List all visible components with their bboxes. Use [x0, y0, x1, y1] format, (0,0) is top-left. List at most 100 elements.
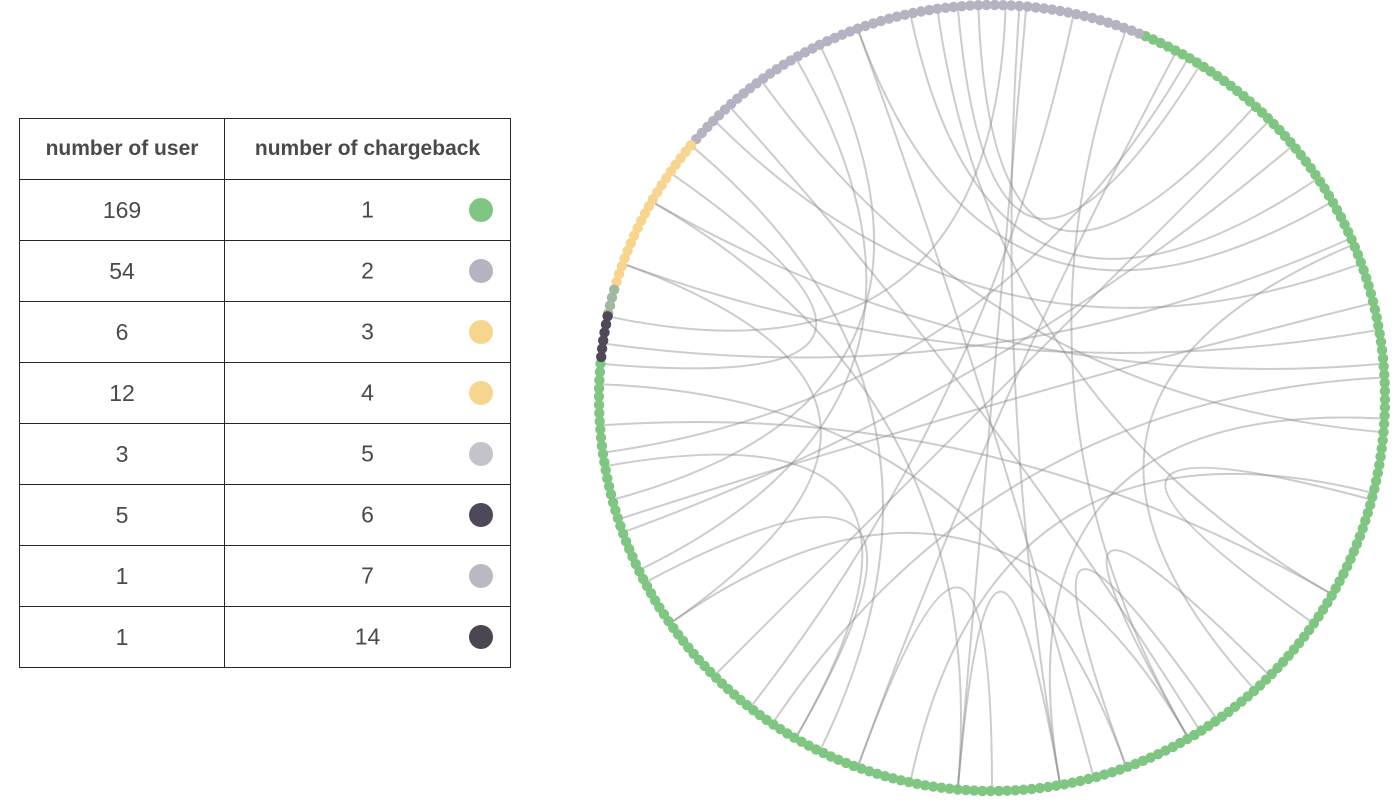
ring-node: [960, 784, 972, 796]
chord-link: [691, 145, 884, 750]
chargeback-cell: 6: [224, 484, 511, 546]
ring-node: [602, 311, 613, 322]
ring-node: [1059, 779, 1070, 790]
chord-link: [956, 8, 1028, 788]
ring-node: [594, 416, 605, 427]
chord-link: [624, 263, 822, 624]
ring-node: [1374, 328, 1385, 339]
chord-link: [714, 120, 1360, 309]
user-count-cell: 1: [19, 606, 225, 668]
chord-ring: [593, 0, 1391, 797]
chord-link: [1010, 7, 1061, 784]
ring-node: [1379, 369, 1390, 380]
chargeback-cell: 14: [224, 606, 511, 668]
chargeback-count: 4: [361, 379, 374, 406]
ring-node: [864, 766, 875, 777]
ring-node: [596, 440, 608, 452]
ring-node: [868, 18, 879, 29]
chord-link: [1164, 466, 1370, 624]
ring-node: [1365, 499, 1376, 511]
color-swatch-icon: [469, 320, 493, 344]
ring-segment: [596, 311, 613, 363]
color-swatch-icon: [469, 442, 493, 466]
ring-node: [1075, 775, 1086, 787]
chord-link: [750, 15, 1075, 707]
chord-link: [646, 516, 869, 738]
ring-node: [1038, 3, 1050, 14]
ring-node: [597, 448, 609, 460]
ring-node: [989, 0, 1000, 11]
ring-node: [856, 763, 867, 774]
ring-node: [903, 776, 915, 788]
chargeback-count: 14: [354, 623, 381, 650]
ring-node: [1367, 296, 1379, 307]
ring-node: [1006, 0, 1017, 11]
ring-node: [1377, 435, 1388, 446]
ring-node: [952, 784, 963, 795]
ring-node: [1375, 451, 1386, 462]
ring-node: [993, 785, 1005, 797]
ring-node: [1001, 785, 1013, 796]
chord-link: [604, 238, 1350, 359]
ring-node: [1379, 402, 1391, 413]
ring-node: [848, 760, 859, 772]
ring-node: [615, 520, 626, 532]
ring-node: [1367, 491, 1378, 503]
chord-link: [857, 52, 1177, 766]
ring-node: [1360, 515, 1371, 526]
ring-node: [1030, 2, 1042, 13]
ring-node: [610, 505, 621, 516]
ring-node: [895, 775, 907, 786]
ring-node: [981, 0, 992, 11]
ring-node: [928, 781, 939, 792]
chargeback-cell: 4: [224, 362, 511, 424]
chord-link: [671, 531, 1189, 738]
chord-link: [609, 7, 1007, 332]
ring-node: [1369, 483, 1380, 495]
chargeback-count: 6: [361, 501, 374, 528]
chargeback-count: 2: [361, 257, 374, 284]
ring-node: [891, 11, 903, 22]
ring-node: [1018, 784, 1029, 795]
legend-body: 169 1 54 2 6 3 12 4 3 5 5 6 1 7 1 14: [19, 179, 511, 668]
chargeback-cell: 3: [224, 301, 511, 363]
ring-node: [594, 407, 605, 419]
ring-node: [977, 785, 988, 797]
ring-node: [1071, 9, 1082, 20]
ring-segment: [611, 140, 697, 287]
ring-node: [1103, 17, 1114, 28]
ring-node: [1110, 19, 1122, 31]
ring-node: [985, 785, 996, 797]
chord-link: [624, 263, 1378, 354]
ring-node: [899, 9, 911, 20]
ring-node: [936, 782, 947, 793]
ring-node: [609, 284, 620, 295]
chord-link: [602, 172, 818, 370]
chord-link: [729, 106, 1201, 731]
chord-link: [761, 81, 1382, 434]
ring-node: [932, 3, 943, 14]
chord-links: [601, 7, 1383, 790]
chord-link: [1048, 416, 1383, 784]
ring-node: [1063, 7, 1074, 18]
chord-link: [857, 30, 1332, 272]
user-count-cell: 3: [19, 423, 225, 485]
ring-node: [924, 4, 935, 16]
table-row: 169 1: [19, 179, 511, 241]
ring-node: [911, 778, 923, 789]
ring-node: [1373, 320, 1384, 331]
chord-link: [857, 30, 1095, 776]
ring-node: [1378, 418, 1390, 430]
ring-node: [1379, 394, 1391, 405]
ring-node: [606, 292, 618, 303]
ring-node: [602, 473, 613, 484]
ring-node: [619, 253, 630, 264]
ring-node: [593, 391, 605, 402]
ring-node: [883, 13, 895, 24]
chargeback-count: 5: [361, 440, 374, 467]
ring-node: [1372, 467, 1384, 479]
color-swatch-icon: [469, 259, 493, 283]
ring-node: [593, 399, 605, 411]
ring-node: [1378, 427, 1389, 438]
